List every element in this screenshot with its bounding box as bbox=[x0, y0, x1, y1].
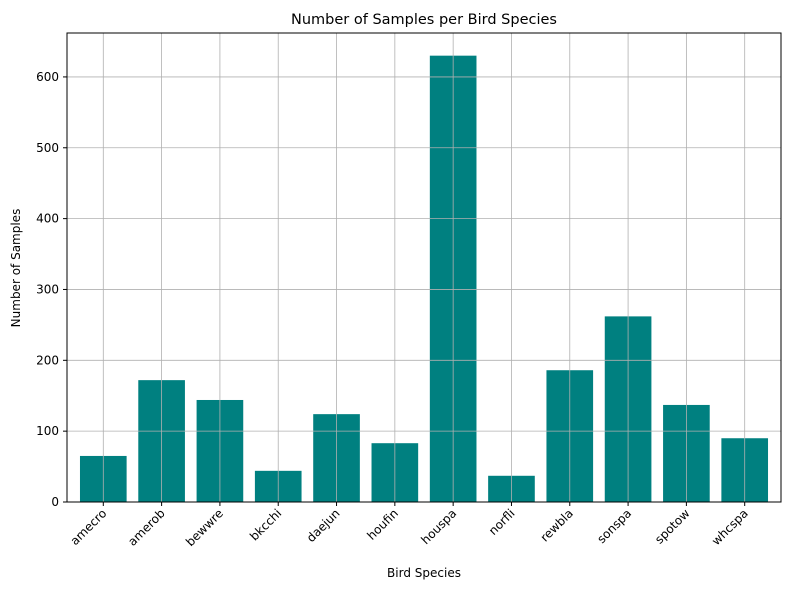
x-tick-label: whcspa bbox=[709, 506, 751, 548]
y-tick-label: 200 bbox=[36, 353, 59, 367]
y-tick-label: 0 bbox=[51, 495, 59, 509]
x-tick-label: daejun bbox=[304, 506, 343, 545]
x-tick-label: houspa bbox=[418, 506, 459, 547]
x-tick-label: bewwre bbox=[183, 506, 226, 549]
x-tick-label: norfli bbox=[486, 506, 518, 538]
x-tick-label: amerob bbox=[125, 506, 167, 548]
plot-frame bbox=[66, 32, 782, 503]
x-axis-label: Bird Species bbox=[387, 566, 461, 580]
x-tick-label: houfin bbox=[364, 506, 401, 543]
chart-title: Number of Samples per Bird Species bbox=[291, 12, 557, 28]
bars bbox=[79, 55, 769, 503]
x-tick-label: rewbla bbox=[538, 506, 576, 544]
y-tick-label: 500 bbox=[36, 141, 59, 155]
x-tick-label: sonspa bbox=[594, 506, 634, 546]
y-tick-label: 300 bbox=[36, 282, 59, 296]
x-tick-label: spotow bbox=[652, 506, 692, 546]
y-tick-label: 100 bbox=[36, 424, 59, 438]
x-tick-label: bkcchi bbox=[247, 506, 284, 543]
y-tick-label: 600 bbox=[36, 70, 59, 84]
x-axis: amecro amerob bewwre bkcchi daejun houfin hous… bbox=[68, 502, 751, 549]
y-tick-label: 400 bbox=[36, 212, 59, 226]
x-tick-label: amecro bbox=[68, 506, 110, 548]
y-axis-label: Number of Samples bbox=[9, 209, 23, 328]
y-axis: 0 100 200 300 400 500 600 bbox=[36, 70, 67, 509]
